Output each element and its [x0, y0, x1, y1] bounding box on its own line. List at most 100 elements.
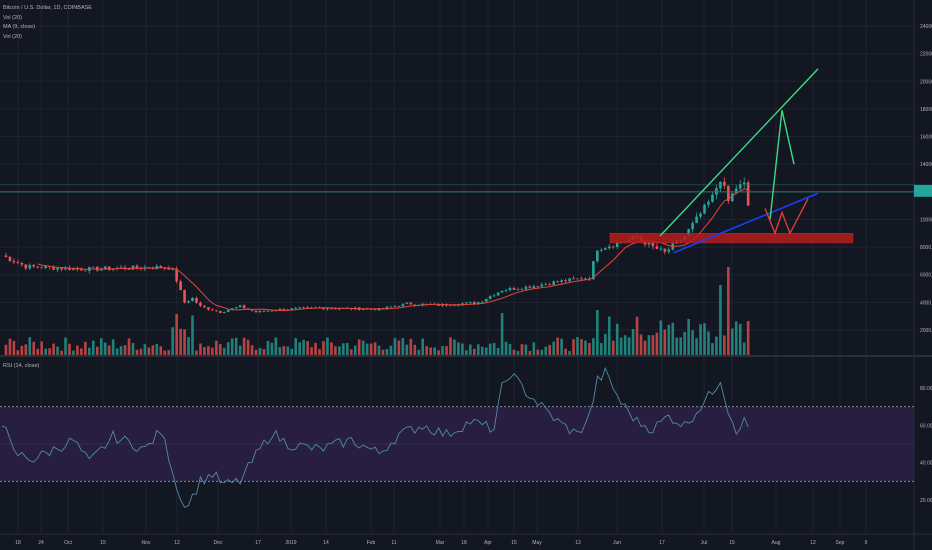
volume-bar	[16, 350, 20, 355]
time-tick-label: 17	[255, 540, 261, 546]
volume-bar	[131, 343, 135, 355]
resistance-zone	[609, 233, 854, 244]
volume-bar	[88, 347, 91, 355]
volume-bar	[381, 349, 385, 355]
time-tick-label: 12	[810, 540, 816, 546]
time-tick-label: Oct	[64, 540, 72, 546]
candle-body	[107, 266, 111, 270]
volume-bar	[274, 337, 278, 355]
price-tick-label: 2000.00	[920, 328, 932, 334]
time-tick-label: 15	[729, 540, 735, 546]
volume-bar	[584, 340, 587, 355]
time-axis: 18 24 Oct 15 Nov 12 Dec 17 2019 14 Feb 11 Mar 18 Apr 15…	[15, 540, 867, 546]
candle-body	[298, 307, 301, 309]
volume-bar	[469, 344, 472, 355]
volume-bar	[72, 350, 75, 355]
volume-bar	[298, 342, 301, 355]
volume-bar	[484, 347, 488, 355]
candle-body	[258, 310, 262, 313]
candle-body	[226, 310, 230, 312]
candle-body	[80, 269, 83, 271]
candle-body	[290, 308, 294, 310]
candle-body	[36, 266, 40, 268]
volume-bar	[413, 344, 417, 355]
volume-bar	[84, 341, 87, 355]
volume-bar	[12, 340, 16, 355]
candle-body	[711, 194, 714, 202]
volume-bar	[103, 342, 107, 355]
volume-bar	[353, 345, 357, 355]
candle-body	[278, 308, 282, 311]
volume-bar	[115, 348, 119, 355]
volume-bar	[258, 348, 262, 355]
volume-bar	[429, 347, 432, 355]
candle-body	[389, 306, 393, 308]
candle-body	[496, 292, 500, 296]
price-tick-label: 24000.00	[920, 24, 932, 30]
price-tick-label: 10000.00	[920, 217, 932, 223]
volume-bar	[266, 340, 270, 355]
volume-bar	[290, 348, 294, 355]
volume-bar	[334, 346, 337, 355]
volume-bar	[151, 345, 155, 355]
candle-body	[282, 308, 286, 311]
volume-bar	[357, 339, 361, 355]
candle-body	[270, 310, 274, 312]
price-tick-label: 18000.00	[920, 107, 932, 113]
rsi-tick-label: 40.00	[920, 461, 932, 467]
volume-bar	[453, 339, 456, 355]
candle-body	[199, 302, 202, 306]
candle-body	[294, 307, 298, 309]
volume-bar	[40, 341, 43, 355]
volume-bar	[373, 342, 377, 355]
candle-body	[580, 278, 583, 280]
volume-bar	[183, 329, 186, 355]
volume-bar	[548, 344, 552, 355]
volume-bar	[540, 349, 544, 355]
volume-bar	[695, 338, 698, 355]
candle-body	[330, 308, 333, 310]
candle-body	[560, 280, 563, 282]
candle-body	[663, 248, 667, 252]
candle-body	[84, 270, 87, 272]
candle-body	[187, 301, 190, 303]
volume-bar	[95, 346, 99, 355]
volume-bar	[306, 341, 309, 355]
candle-body	[504, 290, 508, 291]
candle-body	[302, 307, 305, 309]
volume-bar	[445, 346, 448, 355]
volume-bar	[107, 345, 111, 355]
volume-bar	[572, 339, 575, 355]
candle-body	[512, 288, 516, 290]
volume-bar	[163, 350, 167, 355]
candle-body	[480, 301, 484, 303]
volume-bar	[222, 347, 226, 355]
volume-bar	[671, 322, 675, 355]
volume-bar	[318, 349, 321, 355]
volume-bar	[32, 341, 36, 355]
candle-body	[508, 288, 512, 291]
candle-body	[473, 301, 476, 304]
volume-bar	[28, 337, 32, 355]
volume-bar	[385, 349, 389, 355]
candle-body	[544, 284, 548, 285]
time-tick-label: 9	[865, 540, 868, 546]
volume-bar	[171, 327, 174, 355]
candle-body	[338, 308, 341, 310]
time-tick-label: Feb	[367, 540, 376, 546]
candle-body	[211, 309, 214, 311]
price-tick-label: 16000.00	[920, 135, 932, 141]
rsi-legend: RSI (14, close)	[3, 363, 40, 369]
volume-bar	[552, 341, 555, 355]
candle-body	[520, 289, 524, 291]
volume-bar	[80, 348, 83, 355]
candle-body	[385, 306, 389, 309]
candle-body	[548, 284, 552, 285]
candle-body	[230, 308, 234, 311]
candle-body	[381, 308, 385, 309]
candle-body	[361, 309, 365, 311]
ma-line	[37, 188, 749, 312]
time-tick-label: 18	[15, 540, 21, 546]
candle-body	[492, 295, 496, 297]
